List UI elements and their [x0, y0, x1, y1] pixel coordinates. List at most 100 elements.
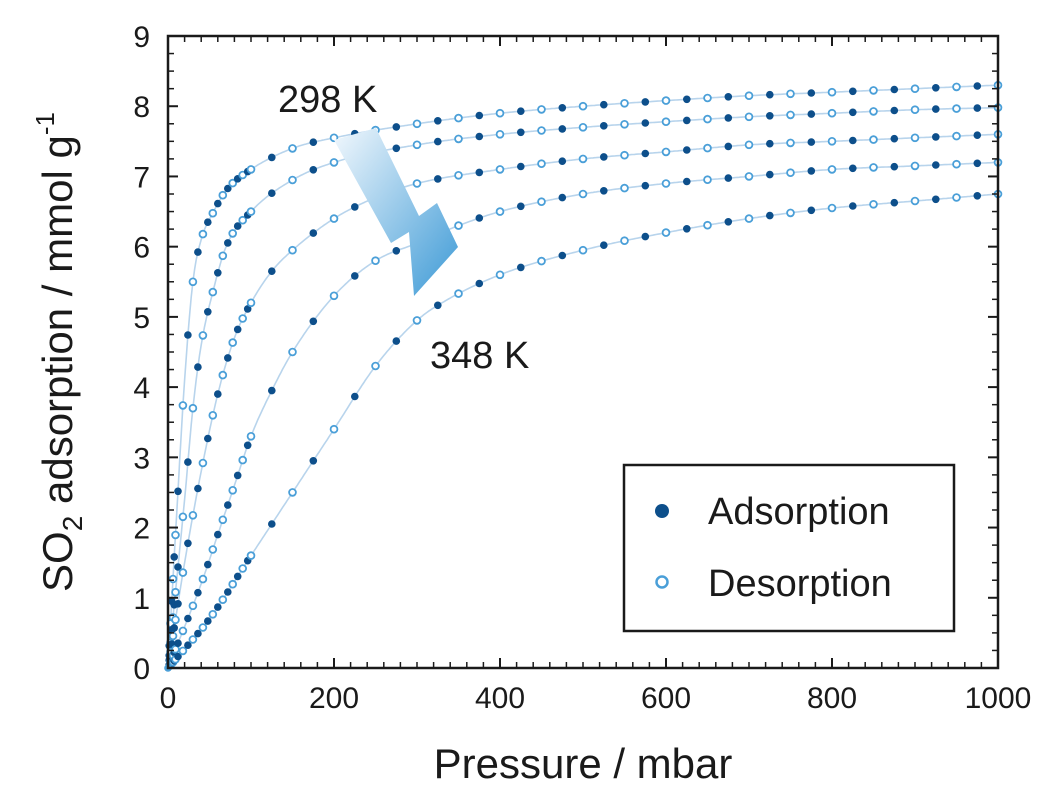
y-tick-label: 7: [133, 161, 150, 194]
desorption-point: [744, 172, 754, 181]
adsorption-point: [184, 331, 192, 339]
desorption-point: [218, 190, 228, 200]
desorption-point: [661, 228, 671, 237]
desorption-point: [171, 615, 180, 625]
adsorption-point: [683, 116, 691, 125]
adsorption-point: [766, 139, 774, 148]
adsorption-point: [174, 563, 182, 571]
y-tick-label: 4: [133, 372, 150, 405]
adsorption-point: [268, 153, 276, 162]
legend-marker-adsorption: [655, 504, 669, 518]
desorption-point: [661, 96, 671, 105]
adsorption-point: [890, 162, 899, 171]
desorption-point: [198, 458, 208, 468]
adsorption-point: [766, 170, 774, 179]
desorption-point: [288, 245, 297, 255]
desorption-point: [198, 229, 208, 239]
adsorption-point: [351, 392, 359, 401]
desorption-point: [218, 515, 228, 525]
desorption-point: [952, 104, 961, 113]
desorption-point: [208, 545, 218, 554]
adsorption-point: [194, 248, 202, 256]
adsorption-point: [558, 157, 567, 165]
x-axis-label: Pressure / mbar: [434, 740, 733, 787]
x-tick-label: 200: [309, 682, 359, 715]
desorption-point: [178, 512, 188, 522]
adsorption-point: [351, 272, 359, 280]
desorption-point: [869, 86, 878, 95]
adsorption-point: [641, 232, 650, 241]
desorption-point: [786, 138, 795, 148]
adsorption-point: [204, 434, 212, 443]
y-tick-label: 0: [133, 653, 150, 686]
adsorption-point: [724, 142, 733, 151]
adsorption-point: [475, 168, 484, 177]
adsorption-point: [849, 108, 857, 117]
y-label-subscript: 2: [57, 516, 88, 532]
adsorption-point: [600, 241, 608, 249]
desorption-point: [208, 609, 218, 619]
adsorption-point: [475, 214, 484, 222]
x-tick-label: 0: [160, 682, 177, 715]
temperature-trend-arrow: [334, 128, 458, 296]
desorption-point: [703, 143, 712, 153]
adsorption-point: [973, 104, 982, 112]
desorption-point: [208, 208, 218, 218]
adsorption-point: [683, 95, 691, 104]
adsorption-point: [392, 337, 401, 345]
y-tick-label: 2: [133, 513, 150, 546]
adsorption-point: [558, 125, 567, 133]
y-tick-label: 8: [133, 91, 150, 124]
desorption-point: [454, 113, 463, 123]
adsorption-point: [849, 164, 857, 173]
adsorption-point: [170, 624, 178, 632]
y-tick-label: 6: [133, 232, 150, 265]
desorption-point: [188, 601, 198, 611]
desorption-point: [171, 530, 180, 540]
desorption-point: [952, 193, 961, 202]
axis-tick-labels: 0 200 400 600 800 1000 0 1 2 3 4 5 6 7 8 9: [133, 21, 1031, 715]
desorption-point: [329, 133, 339, 143]
adsorption-point: [184, 614, 192, 623]
desorption-point: [288, 175, 297, 185]
adsorption-point: [243, 305, 252, 313]
adsorption-point: [641, 119, 650, 127]
y-tick-label: 1: [133, 583, 150, 616]
desorption-point: [228, 338, 238, 347]
adsorption-point: [807, 138, 816, 146]
adsorption-point: [641, 98, 650, 106]
adsorption-point: [268, 189, 276, 197]
desorption-point: [495, 207, 505, 216]
adsorption-point: [807, 167, 816, 175]
desorption-point: [228, 579, 238, 589]
adsorption-point: [890, 198, 899, 207]
desorption-point: [329, 424, 339, 434]
desorption-point: [329, 158, 339, 167]
adsorption-point: [558, 104, 567, 112]
desorption-point: [910, 133, 920, 143]
adsorption-point: [204, 308, 212, 316]
desorption-point: [537, 105, 546, 114]
adsorption-point: [309, 317, 318, 326]
adsorption-point: [517, 263, 525, 272]
desorption-point: [288, 488, 297, 497]
adsorption-point: [194, 484, 202, 493]
adsorption-point: [600, 187, 608, 195]
desorption-point: [537, 126, 546, 135]
desorption-point: [228, 229, 238, 238]
adsorption-point: [194, 363, 202, 371]
adsorption-point: [849, 136, 857, 145]
adsorption-point: [174, 652, 182, 661]
desorption-point: [168, 574, 178, 584]
adsorption-point: [973, 192, 982, 200]
desorption-point: [661, 117, 671, 126]
x-tick-label: 400: [475, 682, 525, 715]
desorption-point: [495, 130, 505, 139]
adsorption-point: [392, 144, 401, 153]
y-tick-label: 5: [133, 302, 150, 335]
adsorption-point: [184, 458, 192, 466]
adsorption-point: [517, 162, 525, 171]
desorption-point: [329, 291, 339, 301]
adsorption-point: [233, 222, 242, 230]
